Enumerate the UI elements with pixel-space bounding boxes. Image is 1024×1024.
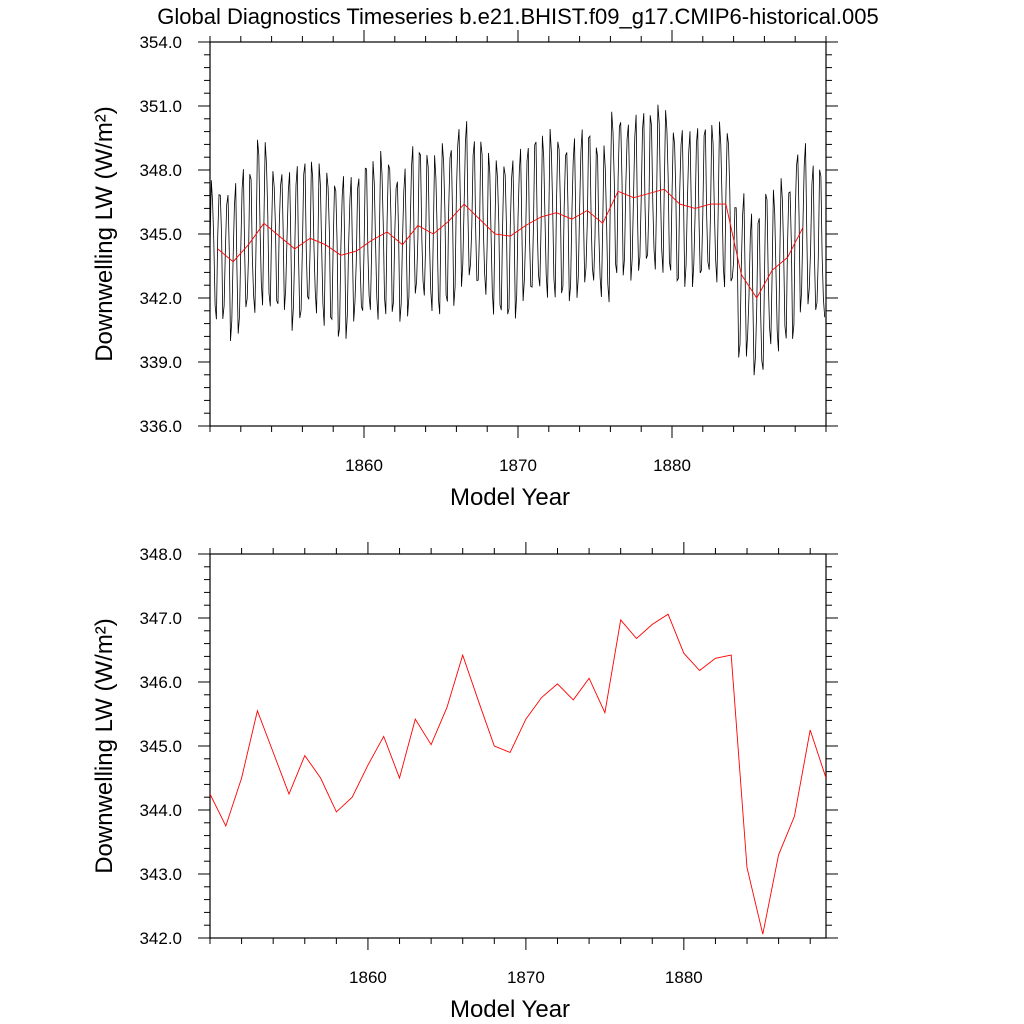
y-tick-label: 354.0 [139, 33, 182, 52]
y-tick-label: 345.0 [139, 225, 182, 244]
y-tick-label: 342.0 [139, 929, 182, 948]
y-tick-label: 348.0 [139, 545, 182, 564]
x-tick-label: 1880 [665, 968, 703, 987]
x-tick-label: 1860 [349, 968, 387, 987]
y-tick-label: 346.0 [139, 673, 182, 692]
x-tick-label: 1860 [345, 456, 383, 475]
y-tick-label: 339.0 [139, 353, 182, 372]
plot-frame [209, 553, 827, 939]
y-tick-label: 348.0 [139, 161, 182, 180]
y-tick-label: 351.0 [139, 97, 182, 116]
x-tick-label: 1880 [653, 456, 691, 475]
y-tick-label: 336.0 [139, 417, 182, 436]
monthly-series-line [210, 104, 826, 376]
x-tick-label: 1870 [507, 968, 545, 987]
y-tick-label: 347.0 [139, 609, 182, 628]
y-tick-label: 343.0 [139, 865, 182, 884]
figure-title: Global Diagnostics Timeseries b.e21.BHIS… [157, 4, 878, 29]
y-tick-label: 344.0 [139, 801, 182, 820]
x-axis-label: Model Year [450, 484, 570, 511]
y-axis-label: Downwelling LW (W/m²) [91, 106, 118, 362]
x-axis-label: Model Year [450, 996, 570, 1023]
annual-mean-series-line [210, 613, 826, 935]
top-panel: 336.0 339.0 342.0 345.0 348.0 351.0 354.0 1860 1… [91, 30, 838, 511]
y-axis-label: Downwelling LW (W/m²) [91, 618, 118, 874]
x-tick-label: 1870 [499, 456, 537, 475]
annual-mean-series-line [217, 188, 804, 299]
y-tick-label: 345.0 [139, 737, 182, 756]
bottom-panel: 342.0 343.0 344.0 345.0 346.0 347.0 348.0 1860 1… [91, 542, 838, 1023]
y-tick-label: 342.0 [139, 289, 182, 308]
